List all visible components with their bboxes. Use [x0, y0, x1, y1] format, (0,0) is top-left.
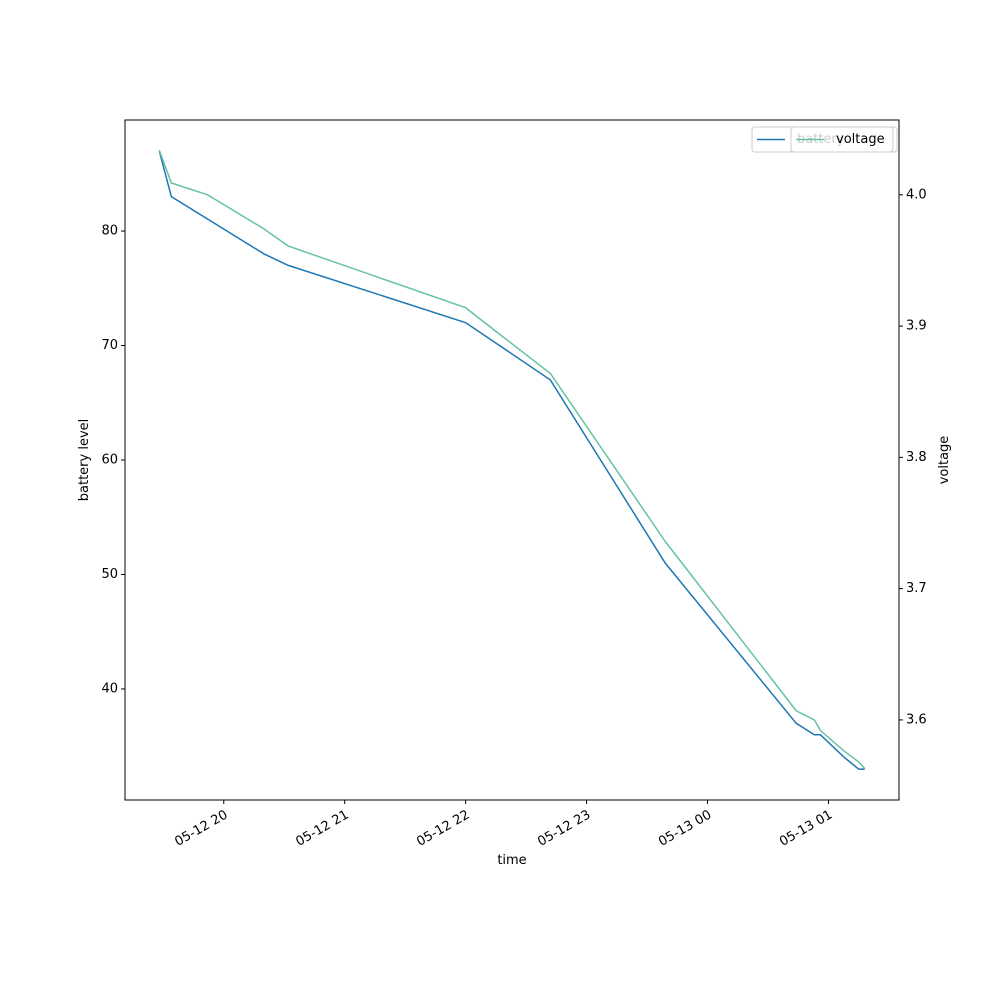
x-tick-label: 05-12 20	[172, 808, 230, 850]
y2-tick-label: 3.6	[906, 712, 927, 727]
x-tick-label: 05-12 23	[535, 808, 593, 850]
legend-box	[790, 126, 894, 153]
x-tick-label: 05-12 21	[293, 808, 351, 850]
y-tick-label: 80	[101, 224, 118, 239]
y2-tick-label: 3.8	[906, 450, 927, 465]
plot-frame	[124, 119, 900, 801]
y-axis-label: battery level	[77, 419, 92, 502]
x-tick-label: 05-13 01	[777, 808, 835, 850]
y-tick-label: 70	[101, 338, 118, 353]
y-tick-label: 40	[101, 681, 118, 696]
series-line	[158, 150, 865, 770]
x-tick-label: 05-13 00	[656, 808, 714, 850]
y2-axis-label: voltage	[937, 436, 952, 485]
y-tick-label: 60	[101, 453, 118, 468]
series-line	[158, 149, 866, 770]
x-axis-label: time	[497, 853, 526, 868]
y2-tick-label: 4.0	[906, 187, 927, 202]
y-tick-label: 50	[101, 567, 118, 582]
y2-tick-label: 3.7	[906, 581, 927, 596]
y2-tick-label: 3.9	[906, 319, 927, 334]
legend-label: voltage	[836, 132, 885, 147]
x-tick-label: 05-12 22	[414, 808, 472, 850]
